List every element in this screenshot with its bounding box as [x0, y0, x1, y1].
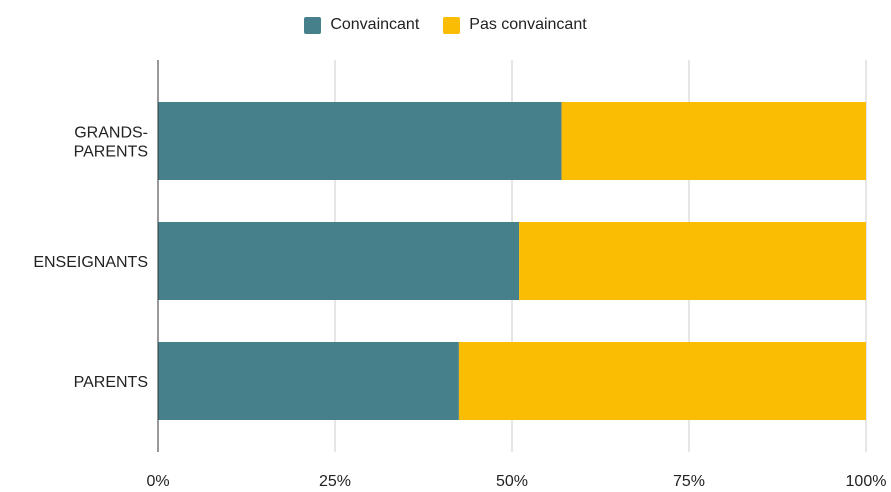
legend: Convaincant Pas convaincant — [0, 16, 891, 34]
category-label: PARENTS — [74, 144, 148, 161]
bar-pas-convaincant-1 — [519, 222, 866, 300]
legend-item-convaincant[interactable]: Convaincant — [304, 16, 419, 34]
legend-item-pas-convaincant[interactable]: Pas convaincant — [443, 16, 587, 34]
bar-pas-convaincant-2 — [458, 342, 866, 420]
x-tick-label: 0% — [146, 473, 169, 490]
category-label: ENSEIGNANTS — [33, 254, 148, 271]
bar-convaincant-2 — [158, 342, 459, 420]
bar-convaincant-1 — [158, 222, 520, 300]
x-tick-label: 25% — [319, 473, 351, 490]
x-tick-label: 50% — [496, 473, 528, 490]
category-label: GRANDS- — [74, 125, 148, 142]
legend-label-convaincant: Convaincant — [330, 16, 420, 33]
bar-pas-convaincant-0 — [561, 102, 866, 180]
bar-convaincant-0 — [158, 102, 562, 180]
x-tick-label: 100% — [846, 473, 887, 490]
legend-swatch-pas-convaincant — [443, 16, 461, 34]
legend-swatch-convaincant — [304, 16, 322, 34]
category-label: PARENTS — [74, 374, 148, 391]
x-tick-label: 75% — [673, 473, 705, 490]
legend-label-pas-convaincant: Pas convaincant — [469, 16, 587, 33]
